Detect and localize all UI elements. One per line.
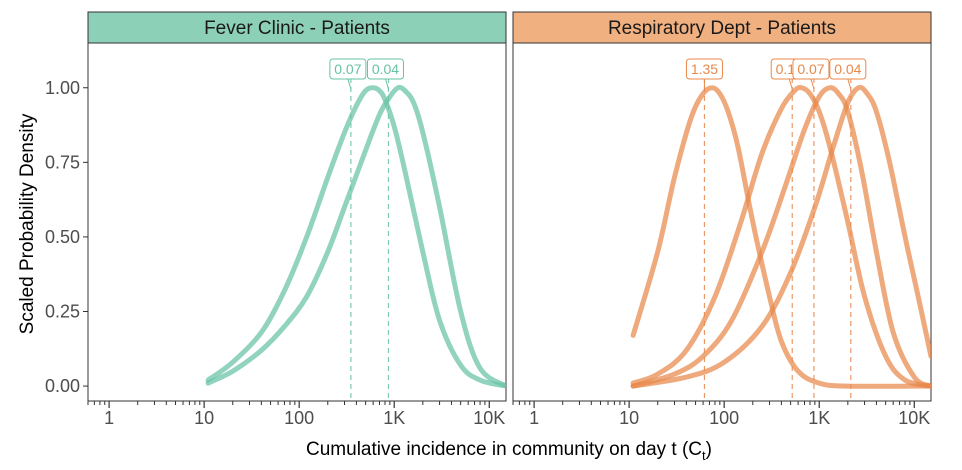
x-axis-label: Cumulative incidence in community on day…: [306, 439, 712, 463]
plot-frame: [512, 42, 932, 402]
x-tick-label: 1K: [808, 408, 830, 428]
x-tick-label: 10K: [473, 408, 505, 428]
panel-strip: [87, 11, 507, 44]
panel-title: Fever Clinic - Patients: [204, 18, 390, 39]
density-curve: [205, 84, 506, 389]
y-tick-label: 0.00: [45, 376, 80, 396]
panel-1: Fever Clinic - Patients 1 10 100 1K 10K 0.07 0.…: [87, 11, 507, 428]
x-tick-label: 1K: [383, 408, 405, 428]
x-tick-label: 100: [284, 408, 314, 428]
y-tick-label: 0.75: [45, 152, 80, 172]
y-axis-label: Scaled Probability Density: [17, 113, 38, 334]
x-tick-label: 10: [194, 408, 214, 428]
density-curve: [630, 85, 931, 389]
value-label-leader: [384, 78, 389, 90]
x-tick-label: 100: [709, 408, 739, 428]
panels: 0.00 0.25 0.50 0.75 1.00 Fever Clinic - Patie…: [45, 11, 932, 428]
panel-2: Respiratory Dept - Patients 1 10 100 1K 10K 1.…: [512, 11, 932, 428]
y-tick-label: 0.25: [45, 302, 80, 322]
plot-frame: [87, 42, 507, 402]
density-curve: [630, 85, 931, 389]
value-label: 1.35: [691, 61, 718, 77]
value-label-leader: [810, 78, 815, 90]
value-label: 0.07: [334, 61, 361, 77]
density-curve: [630, 84, 931, 389]
density-curve: [630, 85, 931, 389]
x-tick-label: 10: [619, 408, 639, 428]
x-tick-label: 1: [529, 408, 539, 428]
value-label: 0.04: [834, 61, 861, 77]
panel-title: Respiratory Dept - Patients: [608, 18, 836, 39]
y-tick-label: 1.00: [45, 78, 80, 98]
value-label-leader: [847, 78, 852, 90]
value-label: 0.07: [797, 61, 824, 77]
value-label-leader: [347, 78, 352, 90]
value-label-leader: [788, 78, 793, 90]
value-label: 0.04: [372, 61, 399, 77]
x-tick-label: 10K: [898, 408, 930, 428]
y-tick-label: 0.50: [45, 227, 80, 247]
density-curve: [205, 85, 506, 389]
x-tick-label: 1: [104, 408, 114, 428]
